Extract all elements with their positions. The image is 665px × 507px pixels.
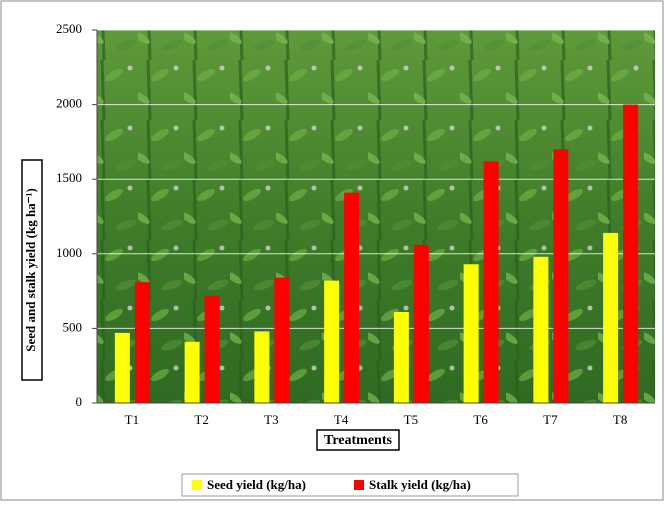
x-tick-label: T7 [543,412,558,427]
x-tick-label: T4 [334,412,349,427]
bar [115,333,130,403]
bar [324,281,339,403]
plot-background-texture [97,30,655,403]
x-tick-label: T1 [125,412,139,427]
bar [135,282,150,403]
bar [344,193,359,403]
bar [484,161,499,403]
bar [414,245,429,403]
bar [603,233,618,403]
chart: Treatments Seed and stalk yield (kg ha⁻¹… [0,0,665,502]
y-tick-label: 500 [63,319,83,334]
bar [274,278,289,403]
bar [553,149,568,403]
y-tick-label: 1500 [56,170,82,185]
y-tick-label: 1000 [56,245,82,260]
bar [205,296,220,403]
x-tick-label: T6 [473,412,488,427]
y-tick-label: 2500 [56,21,82,36]
legend-label: Stalk yield (kg/ha) [369,477,471,492]
x-tick-label: T3 [264,412,278,427]
x-tick-label: T8 [613,412,627,427]
legend-label: Seed yield (kg/ha) [207,477,306,492]
legend-swatch [192,480,202,490]
bar [185,342,200,403]
bar [623,105,638,403]
y-tick-label: 2000 [56,96,82,111]
legend-swatch [354,480,364,490]
x-tick-label: T2 [194,412,208,427]
x-tick-label: T5 [404,412,418,427]
bar [533,257,548,403]
bar [464,264,479,403]
bar [254,331,269,403]
bar [394,312,409,403]
x-axis-title: Treatments [324,433,392,448]
y-tick-label: 0 [76,394,83,409]
y-axis-title: Seed and stalk yield (kg ha⁻¹) [23,188,38,352]
